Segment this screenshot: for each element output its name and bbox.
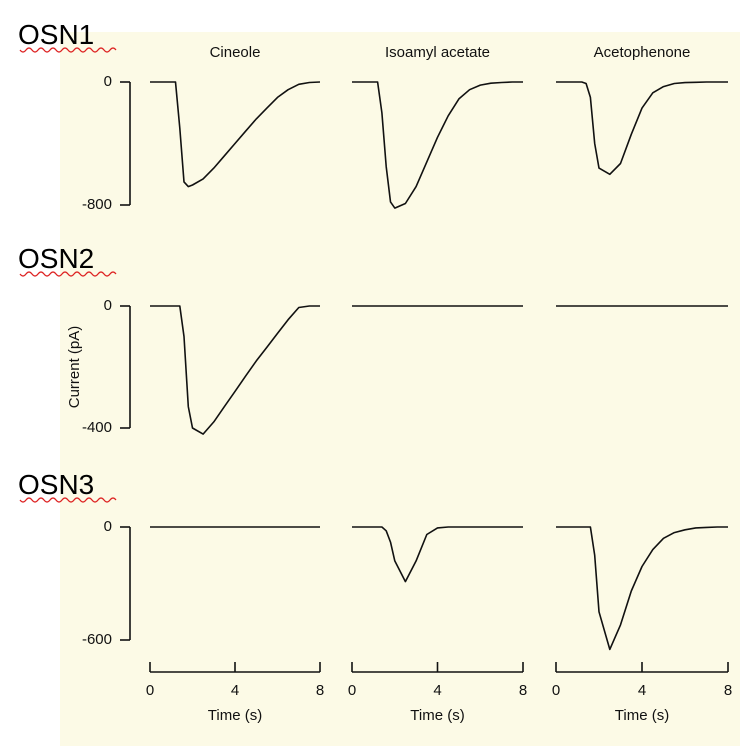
trace — [556, 526, 728, 651]
spell-underline — [19, 271, 117, 277]
y-axis-label: Current (pA) — [66, 326, 83, 409]
y-tick-label: -400 — [82, 419, 112, 436]
x-tick-label: 0 — [348, 682, 356, 699]
trace — [352, 81, 523, 209]
y-tick-label: -800 — [82, 196, 112, 213]
row-label: OSN2 — [18, 243, 94, 274]
x-tick-label: 4 — [231, 682, 239, 699]
trace — [352, 526, 523, 583]
background — [60, 32, 740, 746]
row-label: OSN1 — [18, 19, 94, 50]
x-tick-label: 4 — [433, 682, 441, 699]
x-tick-label: 0 — [146, 682, 154, 699]
trace — [556, 81, 728, 176]
x-tick-label: 4 — [638, 682, 646, 699]
panel-title: Cineole — [210, 44, 261, 61]
x-axis-label: Time (s) — [615, 707, 669, 724]
panel-title: Acetophenone — [594, 44, 691, 61]
y-tick-label: -600 — [82, 631, 112, 648]
trace — [150, 305, 320, 435]
panel-title: Isoamyl acetate — [385, 44, 490, 61]
x-tick-label: 8 — [316, 682, 324, 699]
x-axis-label: Time (s) — [410, 707, 464, 724]
y-tick-label: 0 — [104, 518, 112, 535]
trace — [150, 81, 321, 188]
x-tick-label: 0 — [552, 682, 560, 699]
x-tick-label: 8 — [519, 682, 527, 699]
y-tick-label: 0 — [104, 297, 112, 314]
spell-underline — [19, 497, 117, 503]
x-tick-label: 8 — [724, 682, 732, 699]
row-label: OSN3 — [18, 469, 94, 500]
y-tick-label: 0 — [104, 73, 112, 90]
spell-underline — [19, 47, 117, 53]
x-axis-label: Time (s) — [208, 707, 262, 724]
